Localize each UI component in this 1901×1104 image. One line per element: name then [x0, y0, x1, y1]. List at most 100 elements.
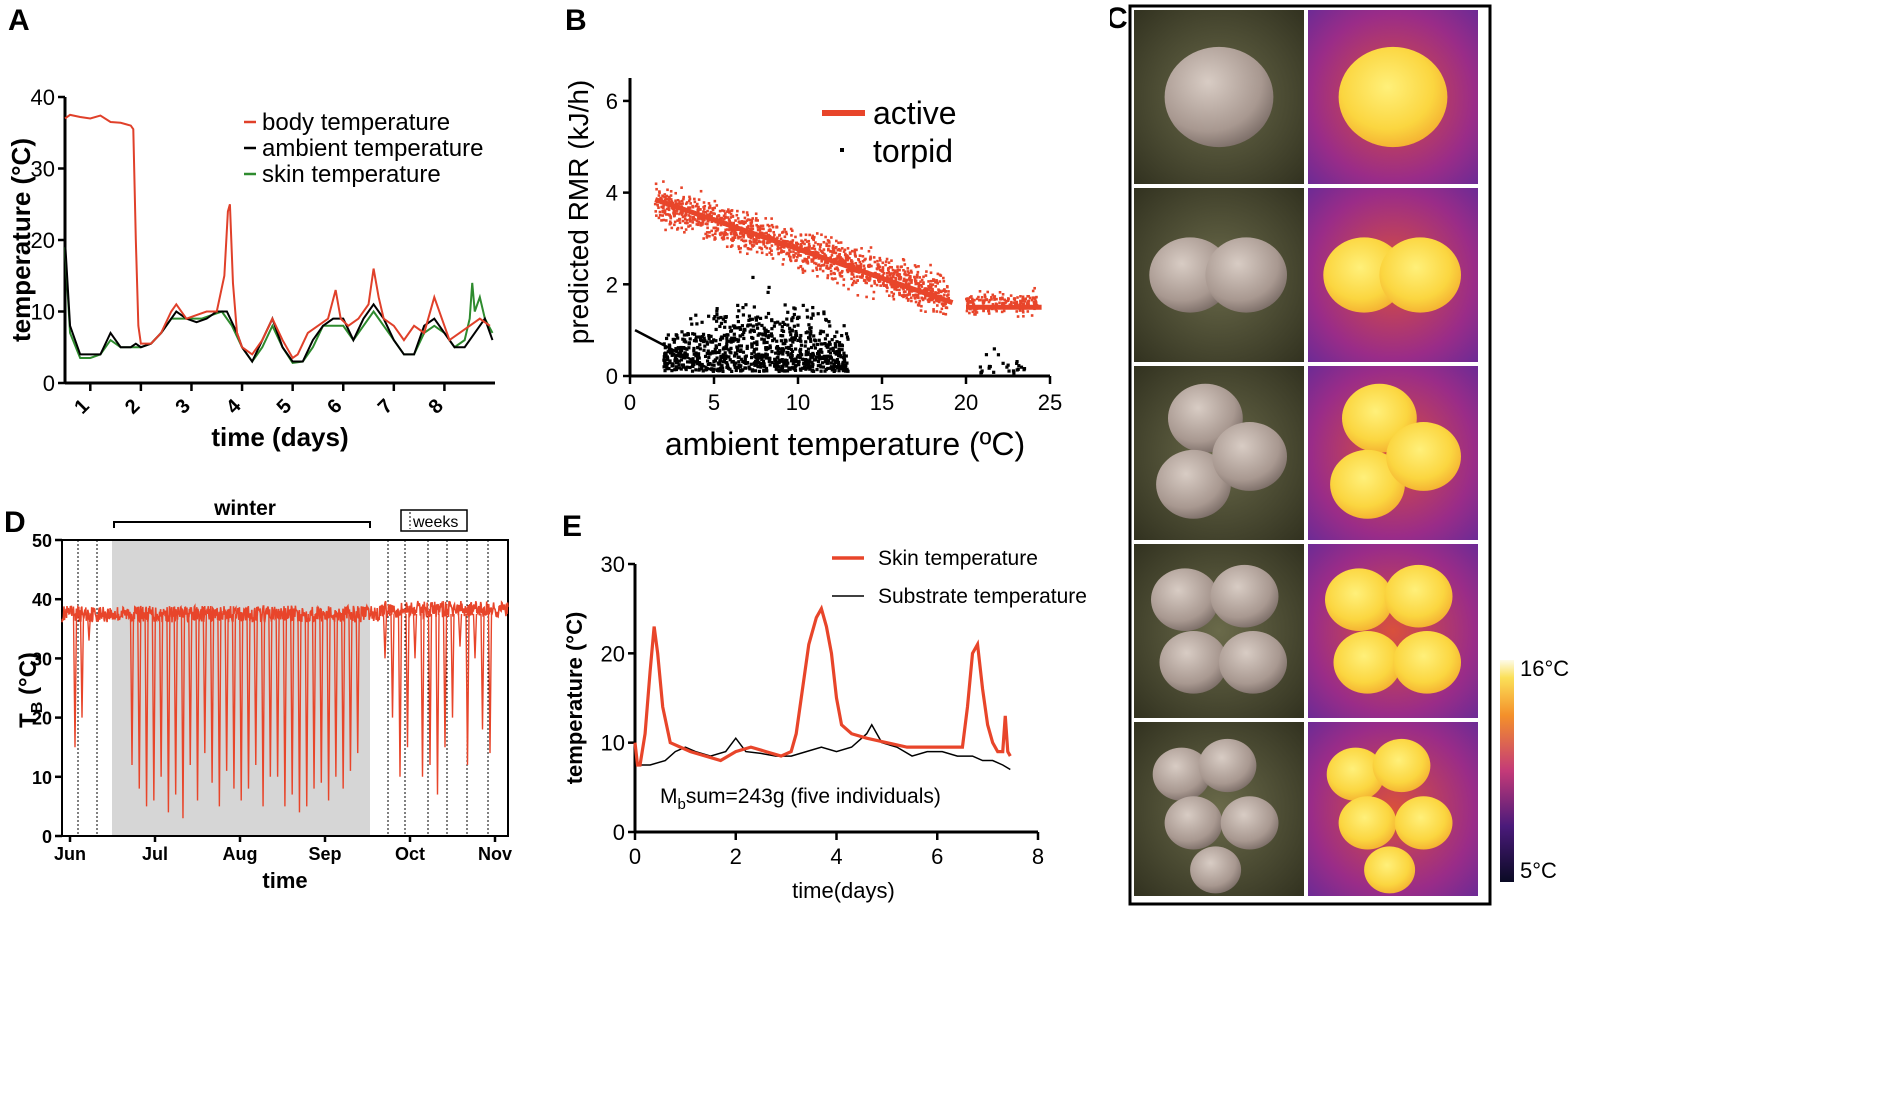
y-tick-label: 10	[32, 768, 52, 788]
scatter-point-active	[876, 263, 880, 266]
scatter-point-active	[768, 241, 771, 244]
scatter-point-torpid	[675, 348, 679, 352]
scatter-point-torpid	[839, 343, 843, 347]
scatter-point-active	[918, 283, 922, 287]
scatter-point-active	[714, 229, 718, 233]
scatter-point-torpid	[714, 327, 718, 332]
scatter-point-torpid	[677, 359, 681, 363]
scatter-point-active	[903, 279, 907, 282]
scatter-point-active	[876, 267, 879, 271]
scatter-point-active	[669, 215, 672, 218]
scatter-point-torpid	[818, 331, 822, 336]
scatter-point-torpid	[1015, 368, 1019, 372]
scatter-point-active	[687, 214, 690, 217]
scatter-point-torpid	[737, 360, 741, 364]
scatter-point-active	[924, 294, 927, 298]
scatter-point-torpid	[1017, 364, 1021, 368]
scatter-point-active	[693, 217, 696, 221]
scatter-point-active	[738, 250, 742, 254]
scatter-point-torpid	[774, 367, 778, 371]
y-tick-label: 4	[606, 181, 618, 206]
scatter-point-torpid	[729, 340, 733, 344]
scatter-point-active	[881, 261, 885, 265]
scatter-point-torpid	[717, 350, 721, 355]
scatter-point-active	[916, 303, 920, 307]
scatter-point-active	[662, 203, 666, 207]
scatter-point-active	[797, 266, 800, 270]
scatter-point-active	[942, 304, 945, 308]
scatter-point-active	[750, 218, 754, 222]
scatter-point-torpid	[715, 356, 719, 360]
scatter-point-active	[825, 264, 829, 268]
scatter-point-torpid	[782, 322, 787, 326]
scatter-point-torpid	[801, 366, 805, 370]
scatter-point-torpid	[685, 360, 690, 364]
scatter-point-active	[663, 198, 667, 202]
scatter-point-torpid	[689, 360, 693, 364]
scatter-point-torpid	[790, 337, 794, 341]
scatter-point-active	[781, 230, 785, 234]
scatter-point-torpid	[715, 312, 719, 317]
scatter-point-torpid	[764, 315, 768, 319]
scatter-point-active	[865, 276, 869, 279]
scatter-point-torpid	[665, 364, 669, 368]
scatter-point-active	[902, 290, 906, 294]
series-line-body-temperature	[64, 113, 491, 360]
y-tick-label: 0	[42, 827, 52, 847]
scatter-point-torpid	[833, 350, 837, 354]
scatter-point-active	[812, 235, 816, 239]
scatter-point-torpid	[764, 346, 768, 350]
scatter-point-active	[675, 209, 679, 212]
scatter-point-torpid	[712, 338, 716, 342]
scatter-point-active	[932, 301, 936, 304]
scatter-point-active	[983, 293, 987, 297]
scatter-point-torpid	[734, 368, 738, 373]
scatter-point-active	[906, 299, 910, 302]
scatter-point-torpid	[845, 361, 849, 365]
scatter-point-torpid	[662, 358, 667, 363]
scatter-point-active	[975, 311, 979, 314]
scatter-point-active	[941, 289, 945, 293]
scatter-point-active	[740, 238, 743, 242]
scatter-point-active	[1021, 302, 1025, 306]
scatter-point-active	[691, 221, 695, 224]
scatter-point-torpid	[732, 354, 737, 358]
scatter-point-active	[713, 238, 716, 241]
scatter-point-active	[667, 208, 671, 212]
scatter-point-torpid	[786, 353, 790, 357]
scatter-point-active	[745, 219, 749, 222]
scatter-point-active	[965, 299, 969, 303]
scatter-point-torpid	[735, 326, 740, 330]
scatter-point-torpid	[788, 367, 792, 371]
scatter-point-torpid	[841, 362, 845, 366]
scatter-point-active	[680, 210, 684, 214]
scatter-point-active	[825, 242, 828, 246]
y-tick-label: 30	[601, 552, 625, 577]
scatter-point-active	[808, 245, 811, 248]
scatter-point-torpid	[685, 353, 689, 357]
scatter-point-torpid	[675, 360, 680, 364]
scatter-point-active	[1018, 303, 1022, 306]
scatter-point-active	[1016, 296, 1019, 299]
scatter-point-active	[730, 238, 734, 242]
animal-photo	[1219, 631, 1287, 694]
scatter-point-torpid	[750, 352, 754, 356]
scatter-point-active	[697, 198, 701, 201]
scatter-point-active	[885, 257, 889, 261]
scatter-point-active	[854, 255, 857, 258]
scatter-point-active	[982, 309, 985, 312]
scatter-point-active	[654, 210, 658, 213]
torpor-bout	[72, 613, 78, 748]
scatter-point-torpid	[714, 344, 718, 348]
animal-thermal	[1384, 564, 1453, 628]
scatter-point-active	[891, 268, 895, 272]
scatter-point-active	[726, 216, 729, 219]
scatter-point-active	[818, 245, 822, 249]
scatter-point-active	[705, 231, 709, 234]
scatter-point-active	[888, 274, 892, 277]
scatter-point-active	[850, 271, 854, 275]
scatter-point-active	[682, 197, 685, 201]
scatter-point-torpid	[831, 358, 835, 362]
scatter-point-torpid	[667, 343, 671, 347]
scatter-point-torpid	[690, 322, 694, 326]
